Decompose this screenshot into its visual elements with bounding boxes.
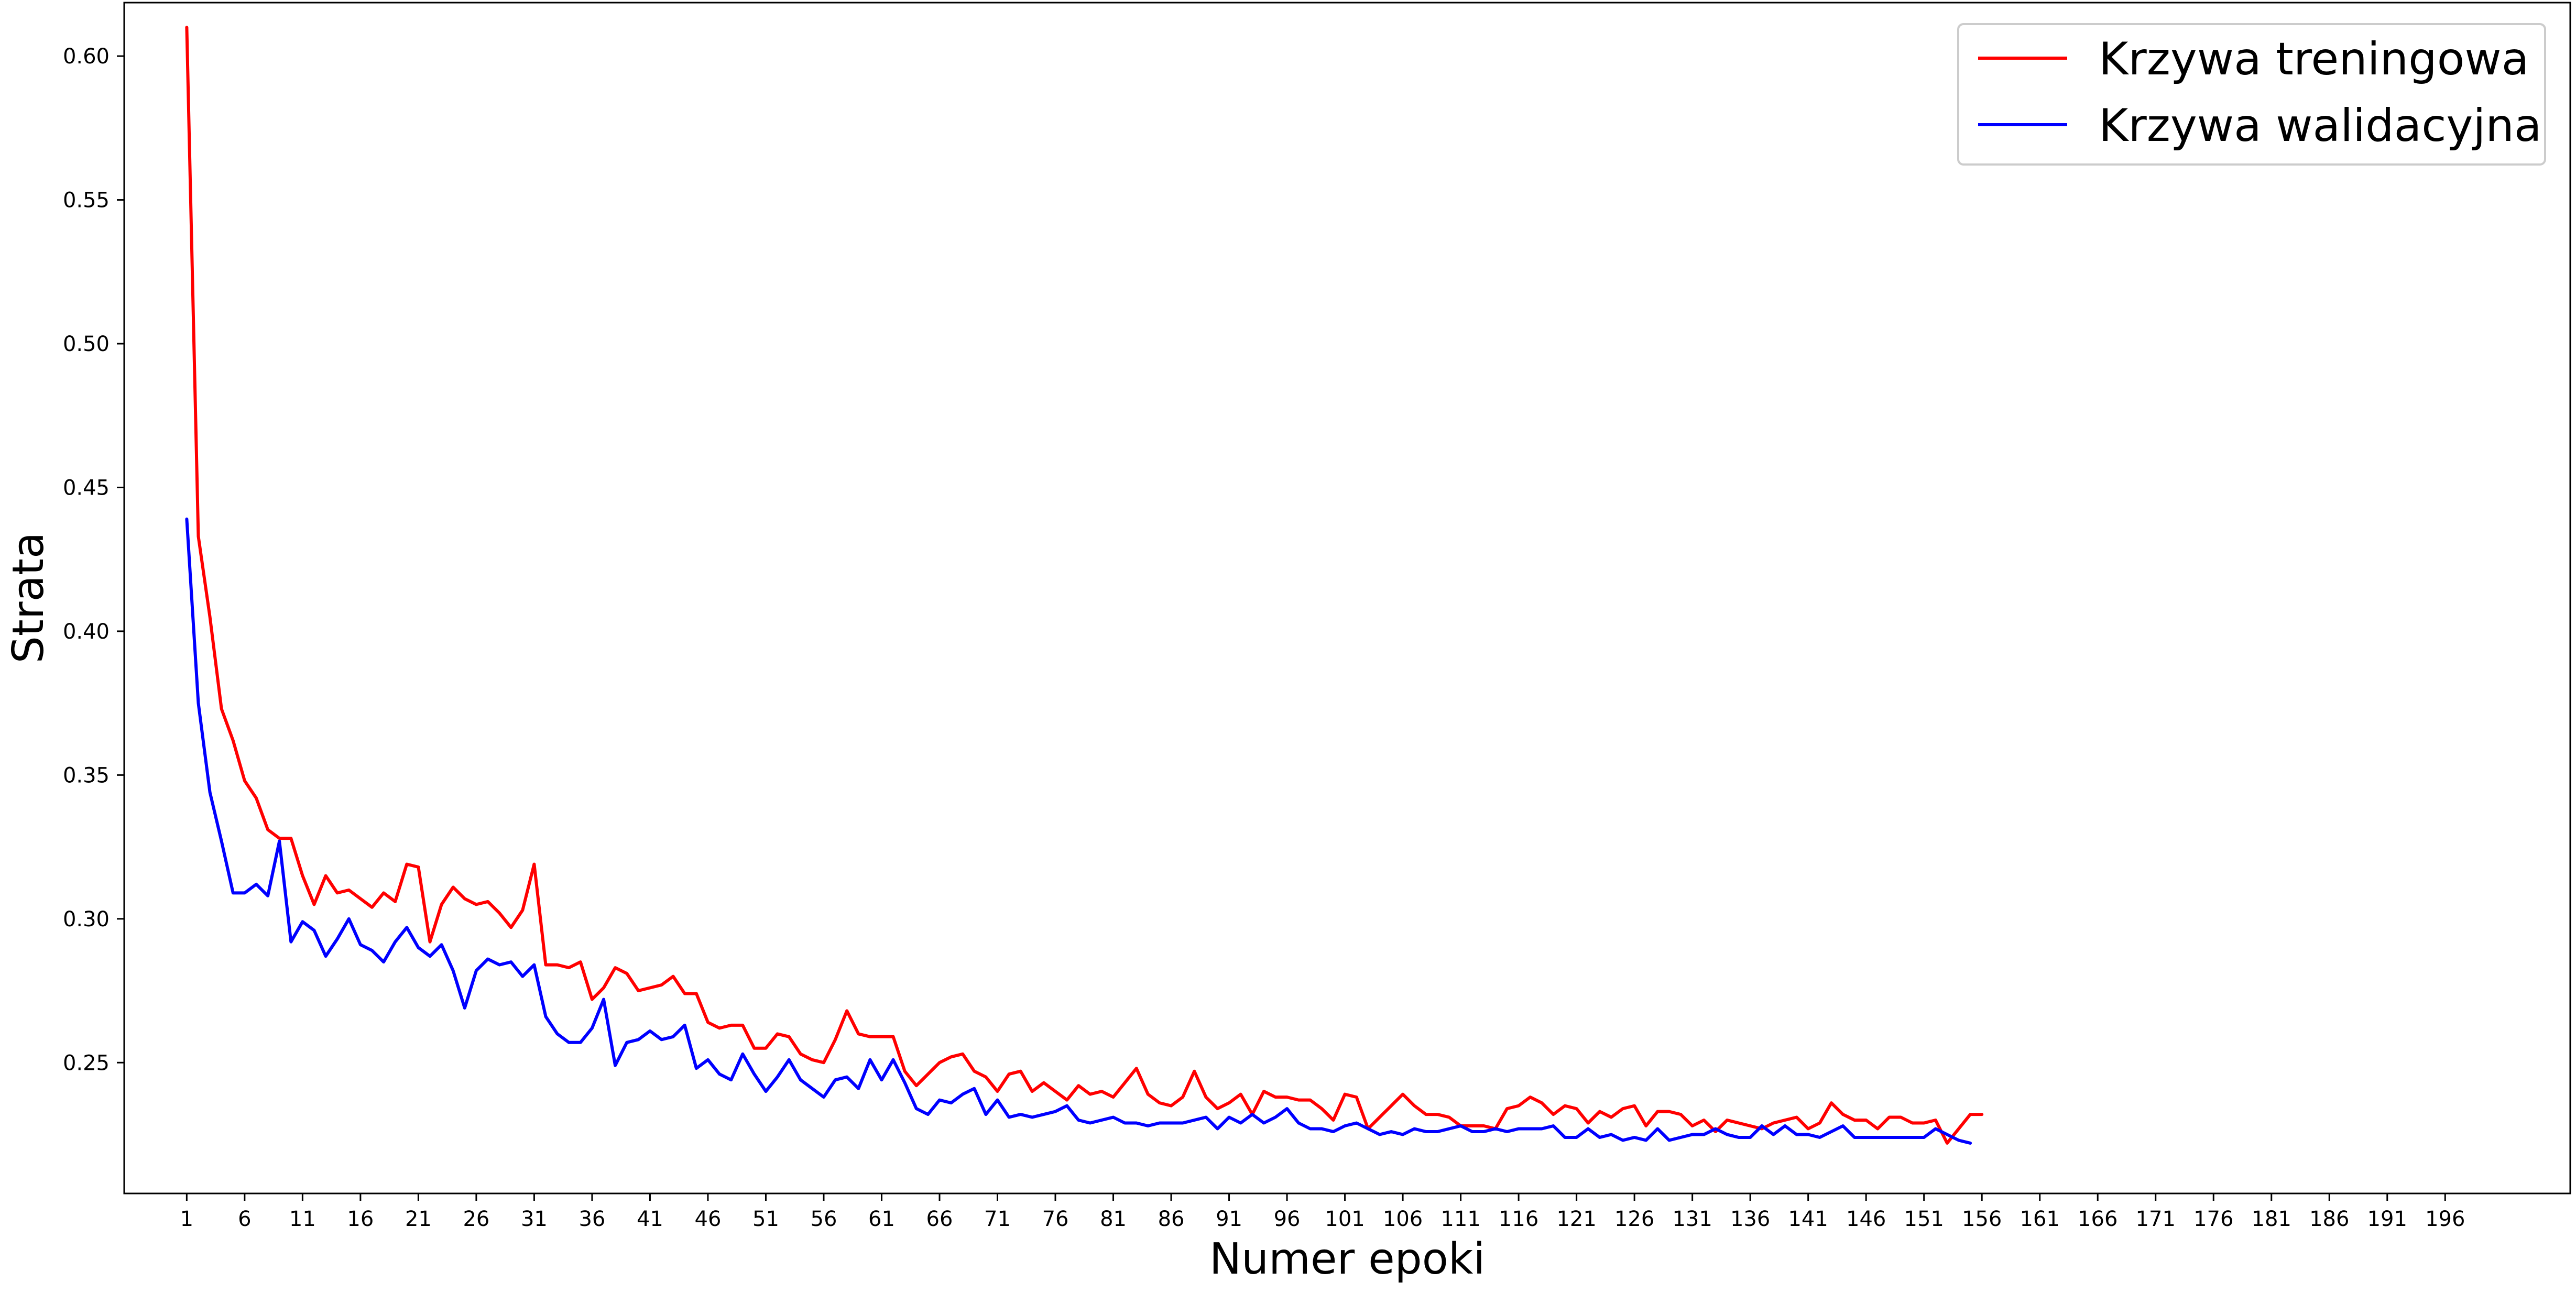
x-tick-label: 151 [1904,1207,1944,1231]
y-tick-label: 0.25 [63,1051,110,1075]
series-line-validation [185,517,1972,1145]
x-tick-label: 166 [2078,1207,2117,1231]
y-tick-label: 0.40 [63,620,110,644]
y-tick-label: 0.55 [63,189,110,213]
x-tick-label: 61 [868,1207,895,1231]
x-tick-label: 91 [1216,1207,1242,1231]
x-tick-label: 156 [1962,1207,2002,1231]
y-tick-label: 0.50 [63,332,110,356]
x-tick-label: 26 [463,1207,489,1231]
x-tick-label: 101 [1325,1207,1365,1231]
x-tick-label: 111 [1440,1207,1480,1231]
x-tick-label: 126 [1614,1207,1654,1231]
x-tick-label: 31 [521,1207,548,1231]
x-tick-label: 191 [2367,1207,2407,1231]
x-tick-label: 176 [2193,1207,2233,1231]
series-line-train [185,26,1984,1145]
x-tick-label: 71 [984,1207,1011,1231]
axis-ticks: 1 6 11 16 21 26 31 36 41 46 51 56 61 66 71 76 81 86 91 96 10… [63,45,2465,1231]
x-tick-label: 116 [1499,1207,1538,1231]
legend-box [1957,23,2546,166]
x-tick-label: 106 [1383,1207,1423,1231]
y-tick-label: 0.60 [63,45,110,69]
x-tick-label: 6 [238,1207,251,1231]
x-tick-label: 51 [752,1207,779,1231]
x-tick-label: 16 [347,1207,374,1231]
x-tick-label: 41 [637,1207,663,1231]
x-tick-label: 141 [1788,1207,1828,1231]
legend-label-validation: Krzywa walidacyjna [2099,100,2542,152]
x-tick-label: 56 [811,1207,837,1231]
x-tick-label: 121 [1556,1207,1596,1231]
legend: Krzywa treningowa Krzywa walidacyjna [1957,23,2546,166]
x-tick-label: 181 [2252,1207,2291,1231]
y-tick-label: 0.35 [63,763,110,787]
x-tick-label: 171 [2136,1207,2176,1231]
x-tick-label: 146 [1846,1207,1886,1231]
y-axis-title: Strata [4,532,53,664]
x-tick-label: 66 [926,1207,953,1231]
x-tick-label: 186 [2309,1207,2349,1231]
x-tick-label: 21 [405,1207,432,1231]
x-tick-label: 36 [578,1207,605,1231]
x-tick-label: 46 [695,1207,722,1231]
plot-frame [123,2,2571,1195]
x-tick-label: 81 [1100,1207,1127,1231]
x-tick-label: 1 [180,1207,193,1231]
x-tick-label: 136 [1730,1207,1770,1231]
series-lines [185,26,1984,1145]
x-tick-label: 86 [1158,1207,1185,1231]
x-tick-label: 161 [2020,1207,2060,1231]
y-tick-label: 0.30 [63,907,110,932]
y-tick-label: 0.45 [63,476,110,500]
x-tick-label: 96 [1274,1207,1301,1231]
legend-label-train: Krzywa treningowa [2099,33,2529,85]
x-tick-label: 131 [1672,1207,1712,1231]
x-axis-title: Numer epoki [1209,1234,1485,1284]
x-tick-label: 11 [289,1207,316,1231]
x-tick-label: 76 [1042,1207,1069,1231]
x-tick-label: 196 [2425,1207,2465,1231]
